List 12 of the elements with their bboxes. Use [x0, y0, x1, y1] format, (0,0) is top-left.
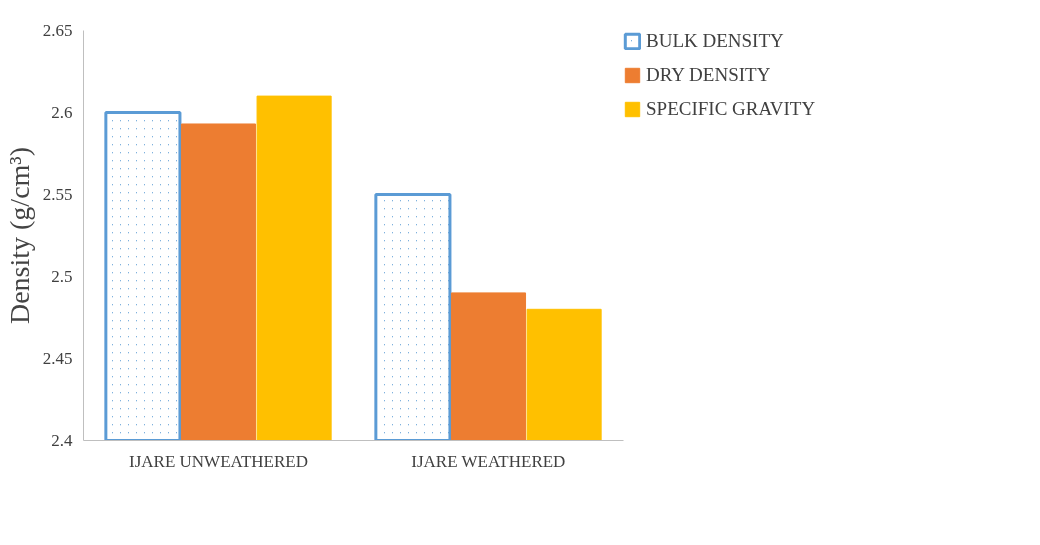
- legend-label: BULK DENSITY: [646, 30, 784, 52]
- y-tick-label: 2.45: [42, 349, 73, 368]
- y-tick-label: 2.55: [42, 185, 73, 204]
- y-tick-label: 2.6: [51, 103, 73, 122]
- y-tick-label: 2.5: [51, 267, 73, 286]
- legend-label: DRY DENSITY: [646, 64, 771, 86]
- legend-label: SPECIFIC GRAVITY: [646, 98, 816, 120]
- y-tick-label: 2.4: [51, 431, 73, 450]
- x-tick-label: IJARE WEATHERED: [411, 451, 566, 471]
- y-tick-label: 2.65: [42, 21, 73, 40]
- y-axis-title: Density (g/cm³): [3, 146, 35, 325]
- x-tick-label: IJARE UNWEATHERED: [129, 451, 308, 471]
